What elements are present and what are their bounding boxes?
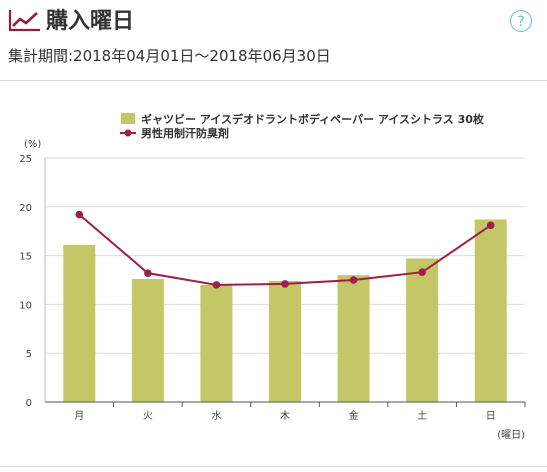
y-tick-label: 0 <box>26 398 32 409</box>
legend-bar-swatch <box>121 113 135 124</box>
legend-line-marker <box>124 129 132 137</box>
bar <box>269 280 301 402</box>
x-tick-label: 日 <box>486 411 496 422</box>
trend-chart-icon <box>8 10 40 32</box>
y-tick-label: 10 <box>19 300 32 311</box>
line-point <box>212 281 221 289</box>
page-title: 購入曜日 <box>46 9 135 34</box>
line-point <box>349 276 358 284</box>
y-tick-label: 20 <box>19 203 32 214</box>
y-tick-label: 15 <box>19 252 32 263</box>
legend-bar-label: ギャツビー アイスデオドラントボディペーパー アイスシトラス 30枚 <box>141 112 485 126</box>
legend-line-label: 男性用制汗防臭剤 <box>141 126 229 140</box>
header: 購入曜日 ? 集計期間:2018年04月01日〜2018年06月30日 <box>0 0 547 80</box>
line-point <box>75 210 84 219</box>
x-tick-label: 火 <box>143 410 153 422</box>
bar <box>474 219 507 402</box>
bar <box>63 244 96 402</box>
y-tick-label: 25 <box>19 154 32 165</box>
footer-divider <box>0 466 547 467</box>
x-axis-label: (曜日) <box>497 429 525 441</box>
period-label: 集計期間:2018年04月01日〜2018年06月30日 <box>8 47 331 65</box>
x-tick-label: 木 <box>280 410 290 422</box>
header-divider <box>0 80 547 81</box>
bar <box>131 279 164 402</box>
line-point <box>144 269 152 277</box>
x-tick-label: 水 <box>211 410 221 422</box>
x-tick-label: 土 <box>417 409 427 422</box>
bar <box>337 275 370 402</box>
bar <box>200 284 233 402</box>
x-tick-label: 金 <box>349 409 359 422</box>
question-circle-icon: ? <box>517 14 525 30</box>
x-tick-label: 月 <box>74 410 84 422</box>
line-point <box>486 221 495 230</box>
y-tick-label: 5 <box>26 349 32 360</box>
bar <box>406 258 439 402</box>
y-axis-label: (%) <box>24 139 41 150</box>
line-point <box>418 268 426 276</box>
line-point <box>281 280 289 288</box>
help-button[interactable]: ? <box>510 10 532 32</box>
